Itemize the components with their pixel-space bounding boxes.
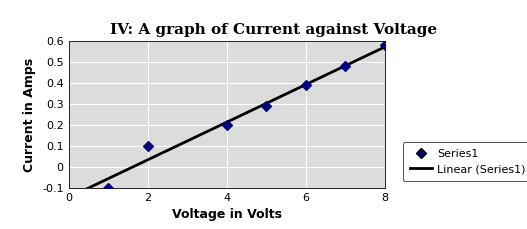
Point <box>262 104 270 108</box>
Title: IV: A graph of Current against Voltage: IV: A graph of Current against Voltage <box>111 23 437 37</box>
Point <box>301 83 310 87</box>
Point <box>341 65 349 68</box>
Point <box>104 186 112 190</box>
Y-axis label: Current in Amps: Current in Amps <box>24 57 36 172</box>
Point <box>222 123 231 127</box>
Point <box>143 144 152 148</box>
X-axis label: Voltage in Volts: Voltage in Volts <box>172 208 281 221</box>
Legend: Series1, Linear (Series1): Series1, Linear (Series1) <box>403 142 527 181</box>
Point <box>380 44 389 47</box>
